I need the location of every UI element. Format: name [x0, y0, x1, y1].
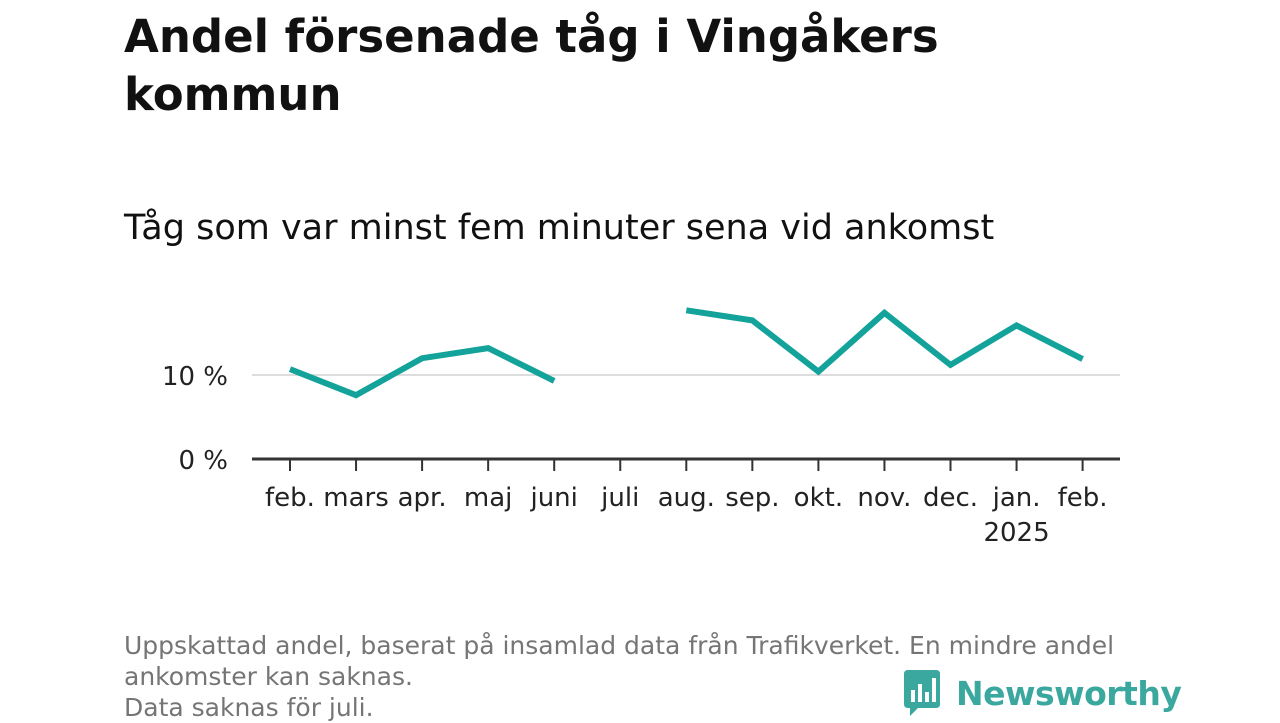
x-tick-label: juli	[600, 483, 639, 513]
x-tick-label: nov.	[857, 483, 911, 513]
footnote-line: Uppskattad andel, baserat på insamlad da…	[124, 631, 1115, 660]
chart-subtitle: Tåg som var minst fem minuter sena vid a…	[124, 208, 995, 248]
brand-logo: Newsworthy	[902, 668, 1182, 718]
newsworthy-logo-icon	[904, 670, 940, 716]
x-tick-label: juni	[529, 483, 577, 513]
footnote: Uppskattad andel, baserat på insamlad da…	[124, 630, 1164, 723]
chart-title: Andel försenade tåg i Vingåkers kommun	[124, 10, 939, 121]
x-tick-label: aug.	[658, 483, 715, 513]
brand-name: Newsworthy	[956, 673, 1182, 713]
x-tick-label: sep.	[725, 483, 779, 513]
axis-layer	[252, 457, 1120, 471]
series-line-segment	[288, 345, 556, 399]
y-tick-label: 0 %	[178, 446, 228, 476]
series-layer	[288, 307, 1084, 399]
series-line-segment	[685, 307, 1084, 376]
label-layer: 0 % 10 % feb. mars apr. maj juni juli aug. sep. ok…	[162, 362, 1108, 548]
footnote-line: Data saknas för juli.	[124, 693, 374, 722]
footnote-line: ankomster kan saknas.	[124, 662, 413, 691]
y-tick-label: 10 %	[162, 362, 228, 392]
x-tick-label: jan.	[992, 483, 1041, 513]
x-year-label: 2025	[983, 518, 1049, 548]
x-tick-label: apr.	[398, 483, 447, 513]
x-tick-label: maj	[464, 483, 512, 513]
x-tick-label: dec.	[923, 483, 978, 513]
x-tick-label: mars	[323, 483, 389, 513]
x-tick-label: feb.	[265, 483, 315, 513]
x-tick-label: okt.	[794, 483, 843, 513]
x-tick-label: feb.	[1058, 483, 1108, 513]
